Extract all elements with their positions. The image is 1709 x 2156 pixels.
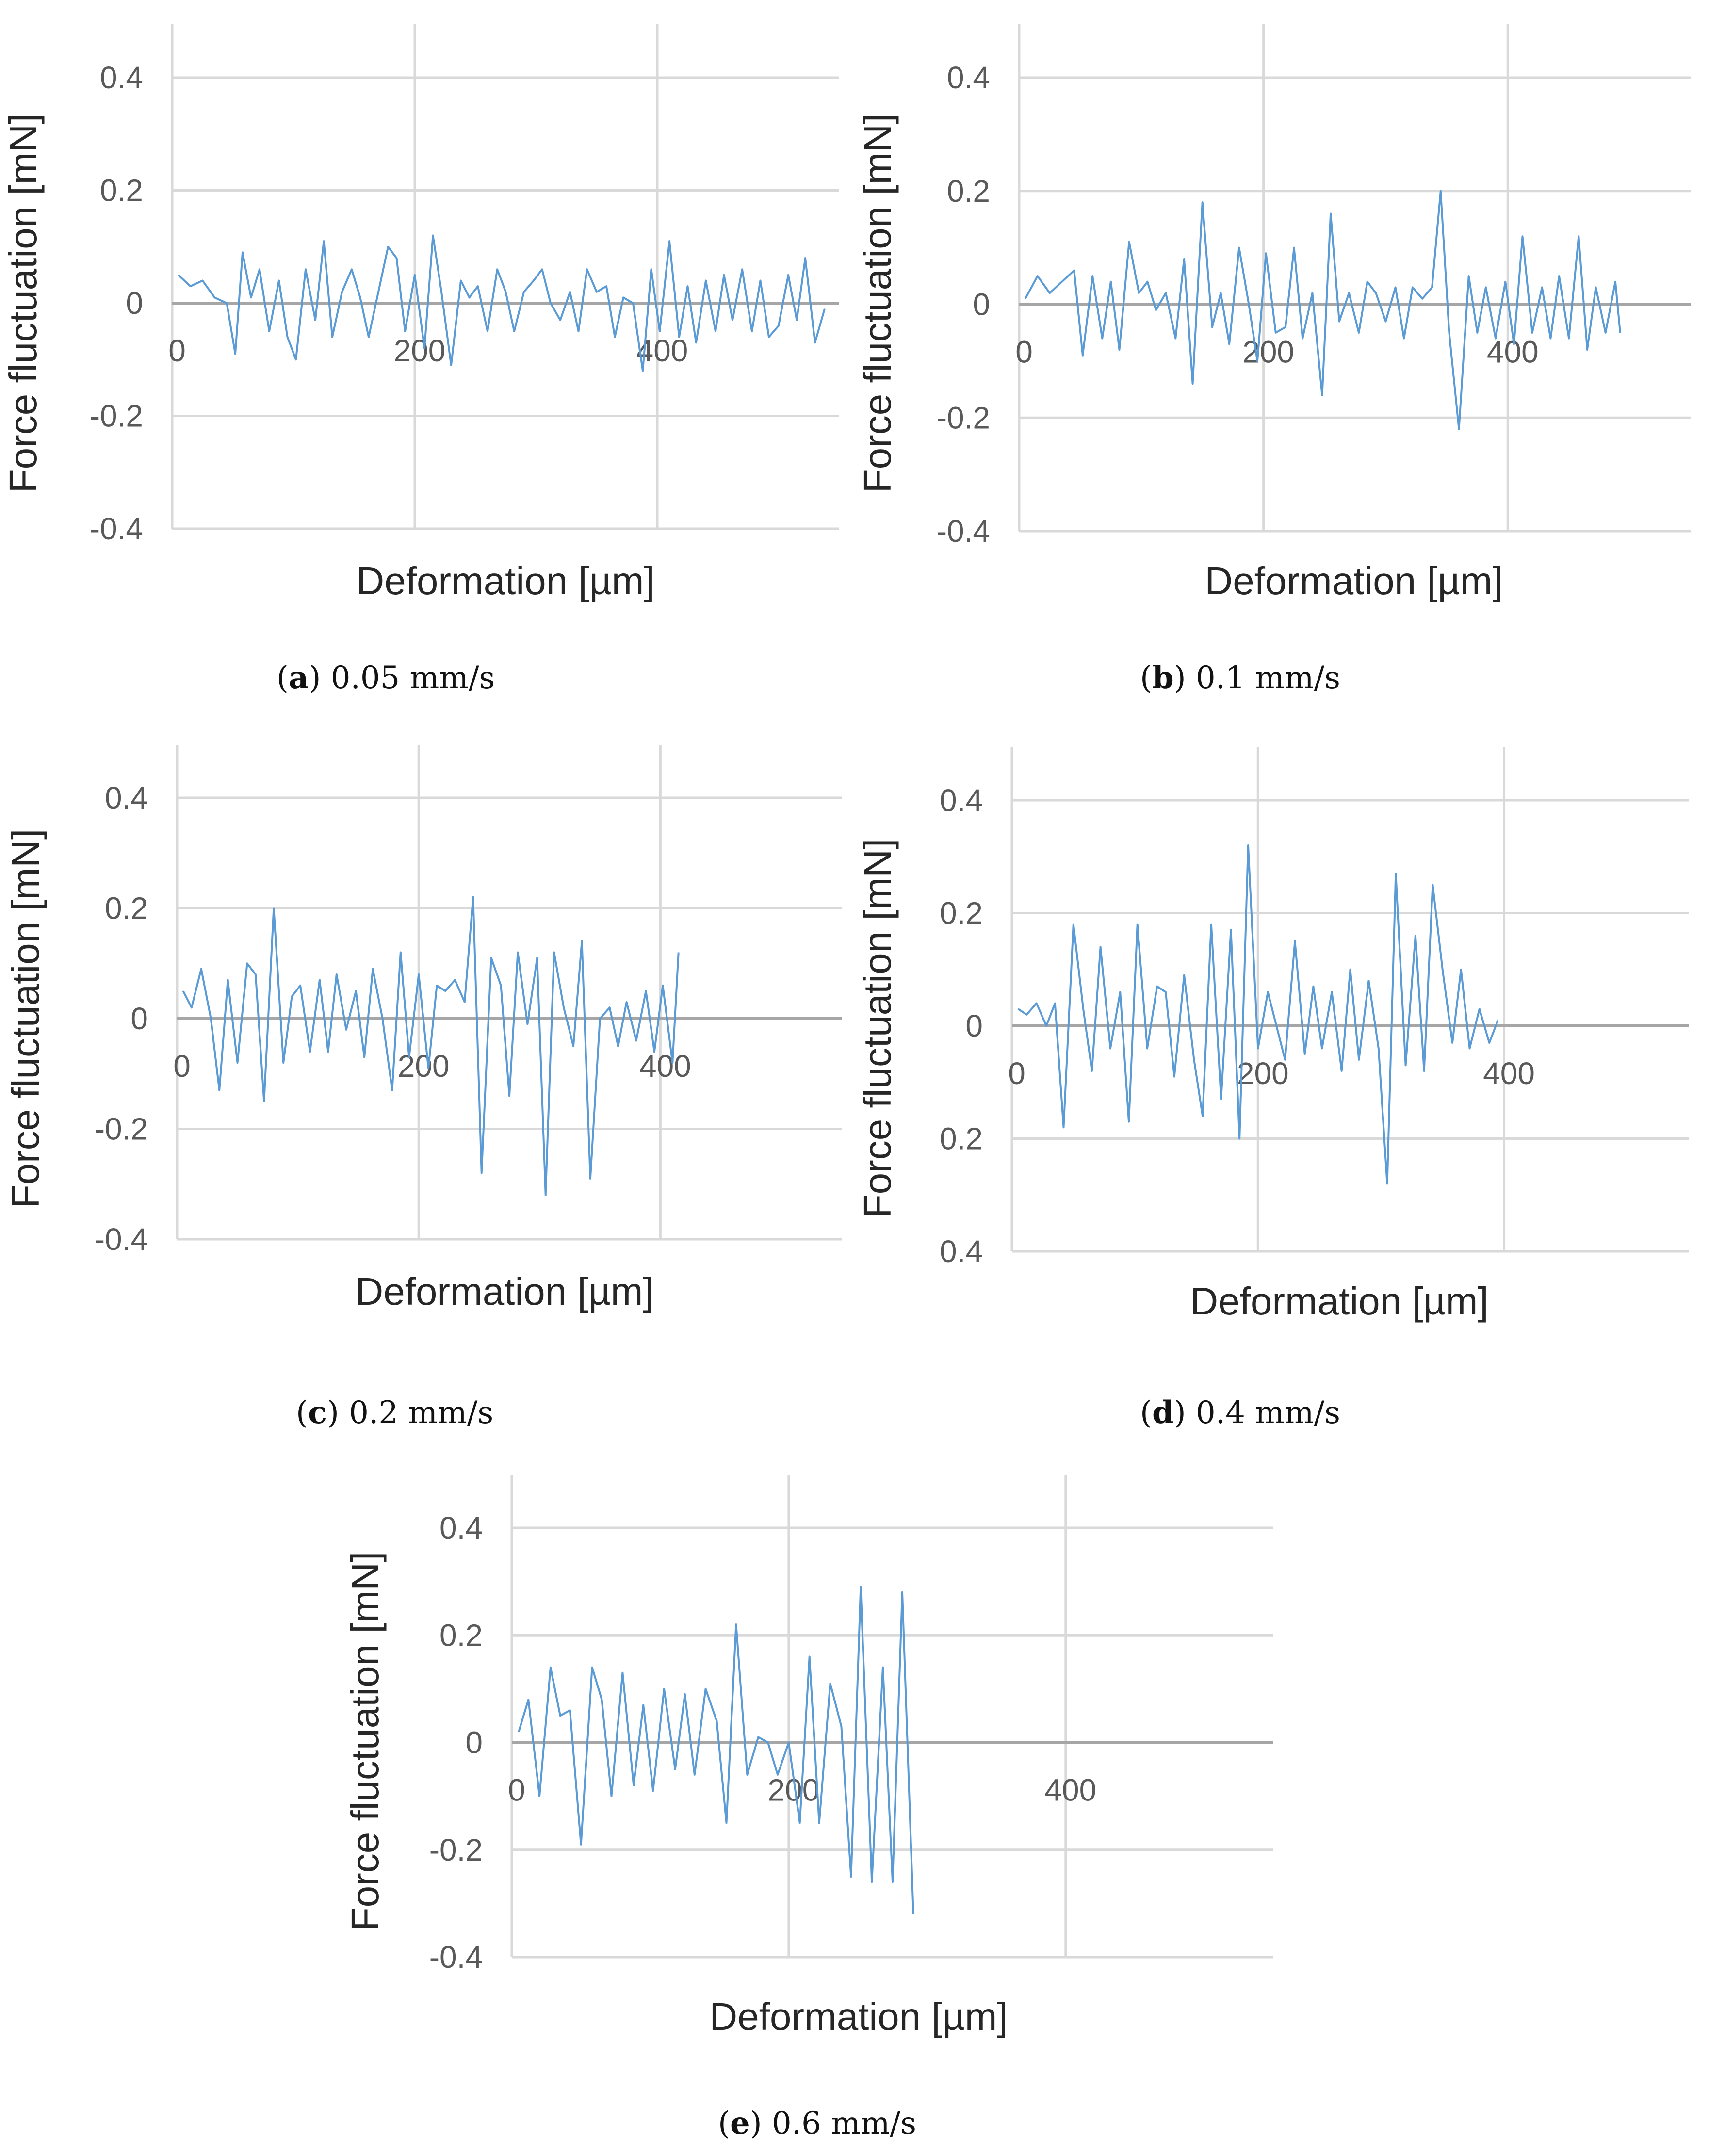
y-tick-label: 0.2	[439, 1618, 483, 1653]
series-line	[1017, 844, 1499, 1185]
x-tick-label: 400	[1044, 1773, 1096, 1808]
chart-panel-b: 0.4 0.2 0 -0.2 -0.4 0 200 400 Deformation [µm] Fo…	[854, 0, 1709, 713]
caption-open: (	[1140, 660, 1152, 696]
caption-text: 0.2 mm/s	[339, 1395, 494, 1431]
y-tick-label: -0.4	[90, 511, 143, 546]
y-tick-label: 0.2	[100, 173, 143, 208]
x-tick-label: 0	[1008, 1056, 1025, 1091]
caption-close: )	[326, 1395, 339, 1431]
y-tick-label: -0.4	[429, 1940, 483, 1975]
caption-letter: e	[730, 2105, 750, 2141]
x-axis-title: Deformation [µm]	[709, 1995, 1008, 2038]
caption-a: (a) 0.05 mm/s	[277, 660, 495, 696]
y-tick-label: -0.2	[429, 1832, 483, 1867]
series-line	[182, 896, 680, 1196]
series-line	[178, 234, 826, 372]
y-tick-label: 0.4	[105, 780, 148, 815]
y-tick-label: 0	[965, 1008, 983, 1043]
caption-letter: d	[1152, 1394, 1174, 1431]
x-axis-title: Deformation [µm]	[1204, 559, 1503, 602]
y-axis-title: Force fluctuation [mN]	[856, 113, 899, 493]
y-tick-label: 0	[126, 286, 143, 321]
y-tick-label: 0.2	[940, 896, 983, 931]
caption-close: )	[1173, 660, 1186, 696]
y-tick-label: 0.4	[940, 1234, 983, 1269]
caption-e: (e) 0.6 mm/s	[718, 2105, 916, 2141]
x-tick-label: 200	[1237, 1056, 1289, 1091]
chart-panel-e: 0.4 0.2 0 -0.2 -0.4 0 200 400 Deformation [µm] Fo…	[340, 1470, 1407, 2156]
caption-close: )	[1173, 1395, 1186, 1431]
chart-panel-d: 0.4 0.2 0 0.2 0.4 0 200 400 Deformation [µm] Forc…	[854, 728, 1709, 1445]
caption-d: (d) 0.4 mm/s	[1140, 1394, 1340, 1431]
x-tick-label: 0	[508, 1773, 525, 1808]
chart-svg: 0.4 0.2 0 -0.2 -0.4 0 200 400 Deformation [µm] Fo…	[4, 745, 842, 1313]
caption-open: (	[718, 2106, 730, 2141]
caption-letter: c	[308, 1394, 327, 1431]
caption-open: (	[1140, 1395, 1152, 1431]
caption-open: (	[277, 660, 289, 696]
series-line	[1024, 190, 1621, 430]
caption-text: 0.6 mm/s	[762, 2106, 916, 2141]
y-axis-title: Force fluctuation [mN]	[343, 1552, 387, 1931]
y-tick-label: -0.2	[937, 400, 990, 435]
y-tick-label: 0	[973, 287, 990, 322]
x-tick-label: 400	[639, 1049, 691, 1084]
x-tick-label: 0	[173, 1049, 191, 1084]
y-tick-label: 0	[465, 1725, 483, 1760]
y-axis-title: Force fluctuation [mN]	[4, 829, 47, 1209]
x-axis-title: Deformation [µm]	[356, 559, 654, 602]
y-tick-label: 0.2	[947, 174, 990, 209]
series-line	[518, 1586, 914, 1914]
caption-text: 0.4 mm/s	[1186, 1395, 1340, 1431]
chart-panel-a: 0.4 0.2 0 -0.2 -0.4 0 200 400 Deformation [µm] Fo…	[0, 0, 854, 713]
x-axis-title: Deformation [µm]	[1190, 1280, 1488, 1323]
y-tick-label: 0.4	[100, 60, 143, 95]
y-tick-label: 0.4	[940, 783, 983, 818]
caption-b: (b) 0.1 mm/s	[1140, 660, 1340, 696]
caption-letter: b	[1152, 660, 1174, 696]
caption-letter: a	[288, 660, 309, 696]
y-tick-label: -0.2	[95, 1112, 148, 1147]
y-tick-label: -0.4	[937, 514, 990, 549]
y-axis-title: Force fluctuation [mN]	[1, 113, 45, 493]
y-tick-label: 0.2	[105, 891, 148, 926]
caption-c: (c) 0.2 mm/s	[296, 1394, 493, 1431]
caption-text: 0.1 mm/s	[1186, 660, 1340, 696]
x-tick-label: 0	[168, 333, 186, 368]
x-tick-label: 200	[394, 333, 446, 368]
y-axis-title: Force fluctuation [mN]	[856, 839, 899, 1218]
chart-svg: 0.4 0.2 0 0.2 0.4 0 200 400 Deformation [µm] Forc…	[856, 747, 1689, 1323]
y-tick-label: -0.4	[95, 1222, 148, 1257]
x-tick-label: 200	[398, 1049, 450, 1084]
x-tick-label: 0	[1015, 335, 1033, 370]
caption-close: )	[309, 660, 321, 696]
y-tick-label: 0	[130, 1001, 148, 1036]
y-tick-label: 0.4	[947, 60, 990, 95]
y-tick-label: 0.2	[940, 1121, 983, 1156]
x-tick-label: 200	[1242, 335, 1294, 370]
caption-text: 0.05 mm/s	[321, 660, 495, 696]
caption-close: )	[749, 2106, 762, 2141]
caption-open: (	[296, 1395, 308, 1431]
x-tick-label: 400	[1483, 1056, 1535, 1091]
chart-panel-c: 0.4 0.2 0 -0.2 -0.4 0 200 400 Deformation [µm] Fo…	[0, 728, 854, 1445]
x-axis-title: Deformation [µm]	[355, 1270, 653, 1313]
y-tick-label: -0.2	[90, 399, 143, 434]
y-tick-label: 0.4	[439, 1510, 483, 1545]
